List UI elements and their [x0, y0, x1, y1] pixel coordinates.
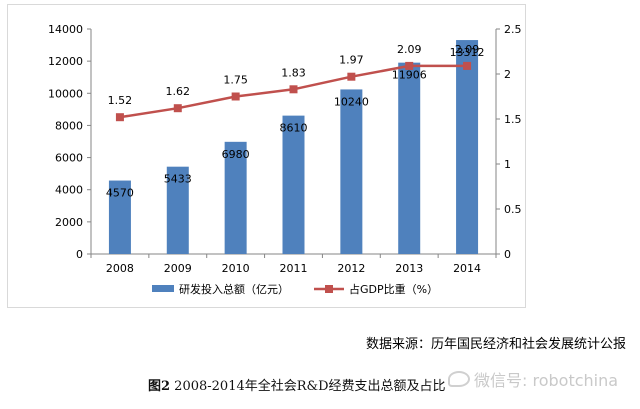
- x-tick-label: 2014: [453, 262, 481, 275]
- bar: [398, 62, 421, 255]
- line-point: [115, 113, 124, 122]
- line-data-label: 1.75: [223, 74, 248, 87]
- source-note: 数据来源：历年国民经济和社会发展统计公报: [365, 337, 626, 352]
- watermark: 微信号: robotchina: [448, 367, 618, 391]
- bar-data-label: 13312: [450, 46, 485, 59]
- bar-data-label: 11906: [392, 69, 427, 82]
- x-tick-label: 2009: [164, 262, 192, 275]
- figure-caption: 图2 2008-2014年全社会R&D经费支出总额及占比: [148, 375, 446, 394]
- y-left-tick-label: 4000: [55, 184, 83, 197]
- line-point: [289, 85, 298, 94]
- y-right-tick-label: 0.5: [504, 203, 522, 216]
- figure-label: 图2: [148, 379, 171, 394]
- legend-bar-swatch: [152, 285, 174, 292]
- line-point: [231, 92, 240, 101]
- bar-data-label: 6980: [222, 148, 250, 161]
- chart-container: 0 2000 4000 6000 8000 10000 12000 14000 0 0.5 1 1.5…: [7, 4, 526, 308]
- line-data-label: 2.09: [397, 43, 422, 56]
- line-data-label: 1.97: [339, 54, 364, 67]
- bar-data-label: 5433: [164, 173, 192, 186]
- y-right-tick-label: 0: [504, 248, 511, 261]
- line-point: [463, 61, 472, 70]
- x-tick-label: 2012: [337, 262, 365, 275]
- bar: [224, 141, 247, 254]
- y-left-tick-label: 2000: [55, 216, 83, 229]
- y-left-tick-label: 10000: [48, 87, 83, 100]
- line-data-label: 2.09: [455, 43, 480, 56]
- x-tick-label: 2013: [395, 262, 423, 275]
- x-tick-label: 2011: [280, 262, 308, 275]
- figure-caption-text: 2008-2014年全社会R&D经费支出总额及占比: [170, 379, 446, 394]
- y-left-tick-label: 6000: [55, 152, 83, 165]
- bar-data-label: 8610: [280, 122, 308, 135]
- legend-line-marker: [325, 285, 333, 293]
- bar: [108, 180, 131, 254]
- y-left-tick-label: 0: [76, 248, 83, 261]
- line-data-label: 1.83: [281, 66, 306, 79]
- wechat-icon: [448, 371, 470, 387]
- line-point: [173, 104, 182, 113]
- bar-data-label: 4570: [106, 187, 134, 200]
- legend-bar-label: 研发投入总额（亿元）: [179, 282, 289, 296]
- y-right-tick-label: 1.5: [504, 113, 522, 126]
- x-tick-label: 2008: [106, 262, 134, 275]
- y-left-tick-label: 12000: [48, 55, 83, 68]
- line-point: [347, 72, 356, 81]
- bar: [282, 115, 305, 254]
- y-right-tick-label: 1: [504, 158, 511, 171]
- y-left-tick-label: 14000: [48, 23, 83, 36]
- bar: [340, 89, 363, 254]
- bar: [456, 40, 479, 254]
- bar-data-label: 10240: [334, 95, 369, 108]
- legend-line-label: 占GDP比重（%）: [349, 282, 438, 296]
- y-right-tick-label: 2: [504, 68, 511, 81]
- line-data-label: 1.52: [108, 94, 133, 107]
- chart-svg: 0 2000 4000 6000 8000 10000 12000 14000 0 0.5 1 1.5…: [48, 23, 522, 296]
- x-tick-label: 2010: [222, 262, 250, 275]
- watermark-text: 微信号: robotchina: [474, 371, 619, 390]
- y-right-tick-label: 2.5: [504, 23, 522, 36]
- line-point: [405, 61, 414, 70]
- line-data-label: 1.62: [166, 85, 191, 98]
- bar: [166, 166, 189, 254]
- y-left-tick-label: 8000: [55, 119, 83, 132]
